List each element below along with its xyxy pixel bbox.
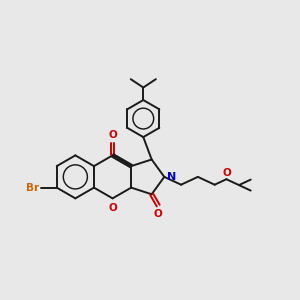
Text: Br: Br (26, 183, 39, 193)
Text: O: O (154, 208, 163, 219)
Text: N: N (167, 172, 176, 182)
Text: O: O (222, 168, 231, 178)
Text: O: O (108, 130, 117, 140)
Text: O: O (108, 202, 117, 213)
